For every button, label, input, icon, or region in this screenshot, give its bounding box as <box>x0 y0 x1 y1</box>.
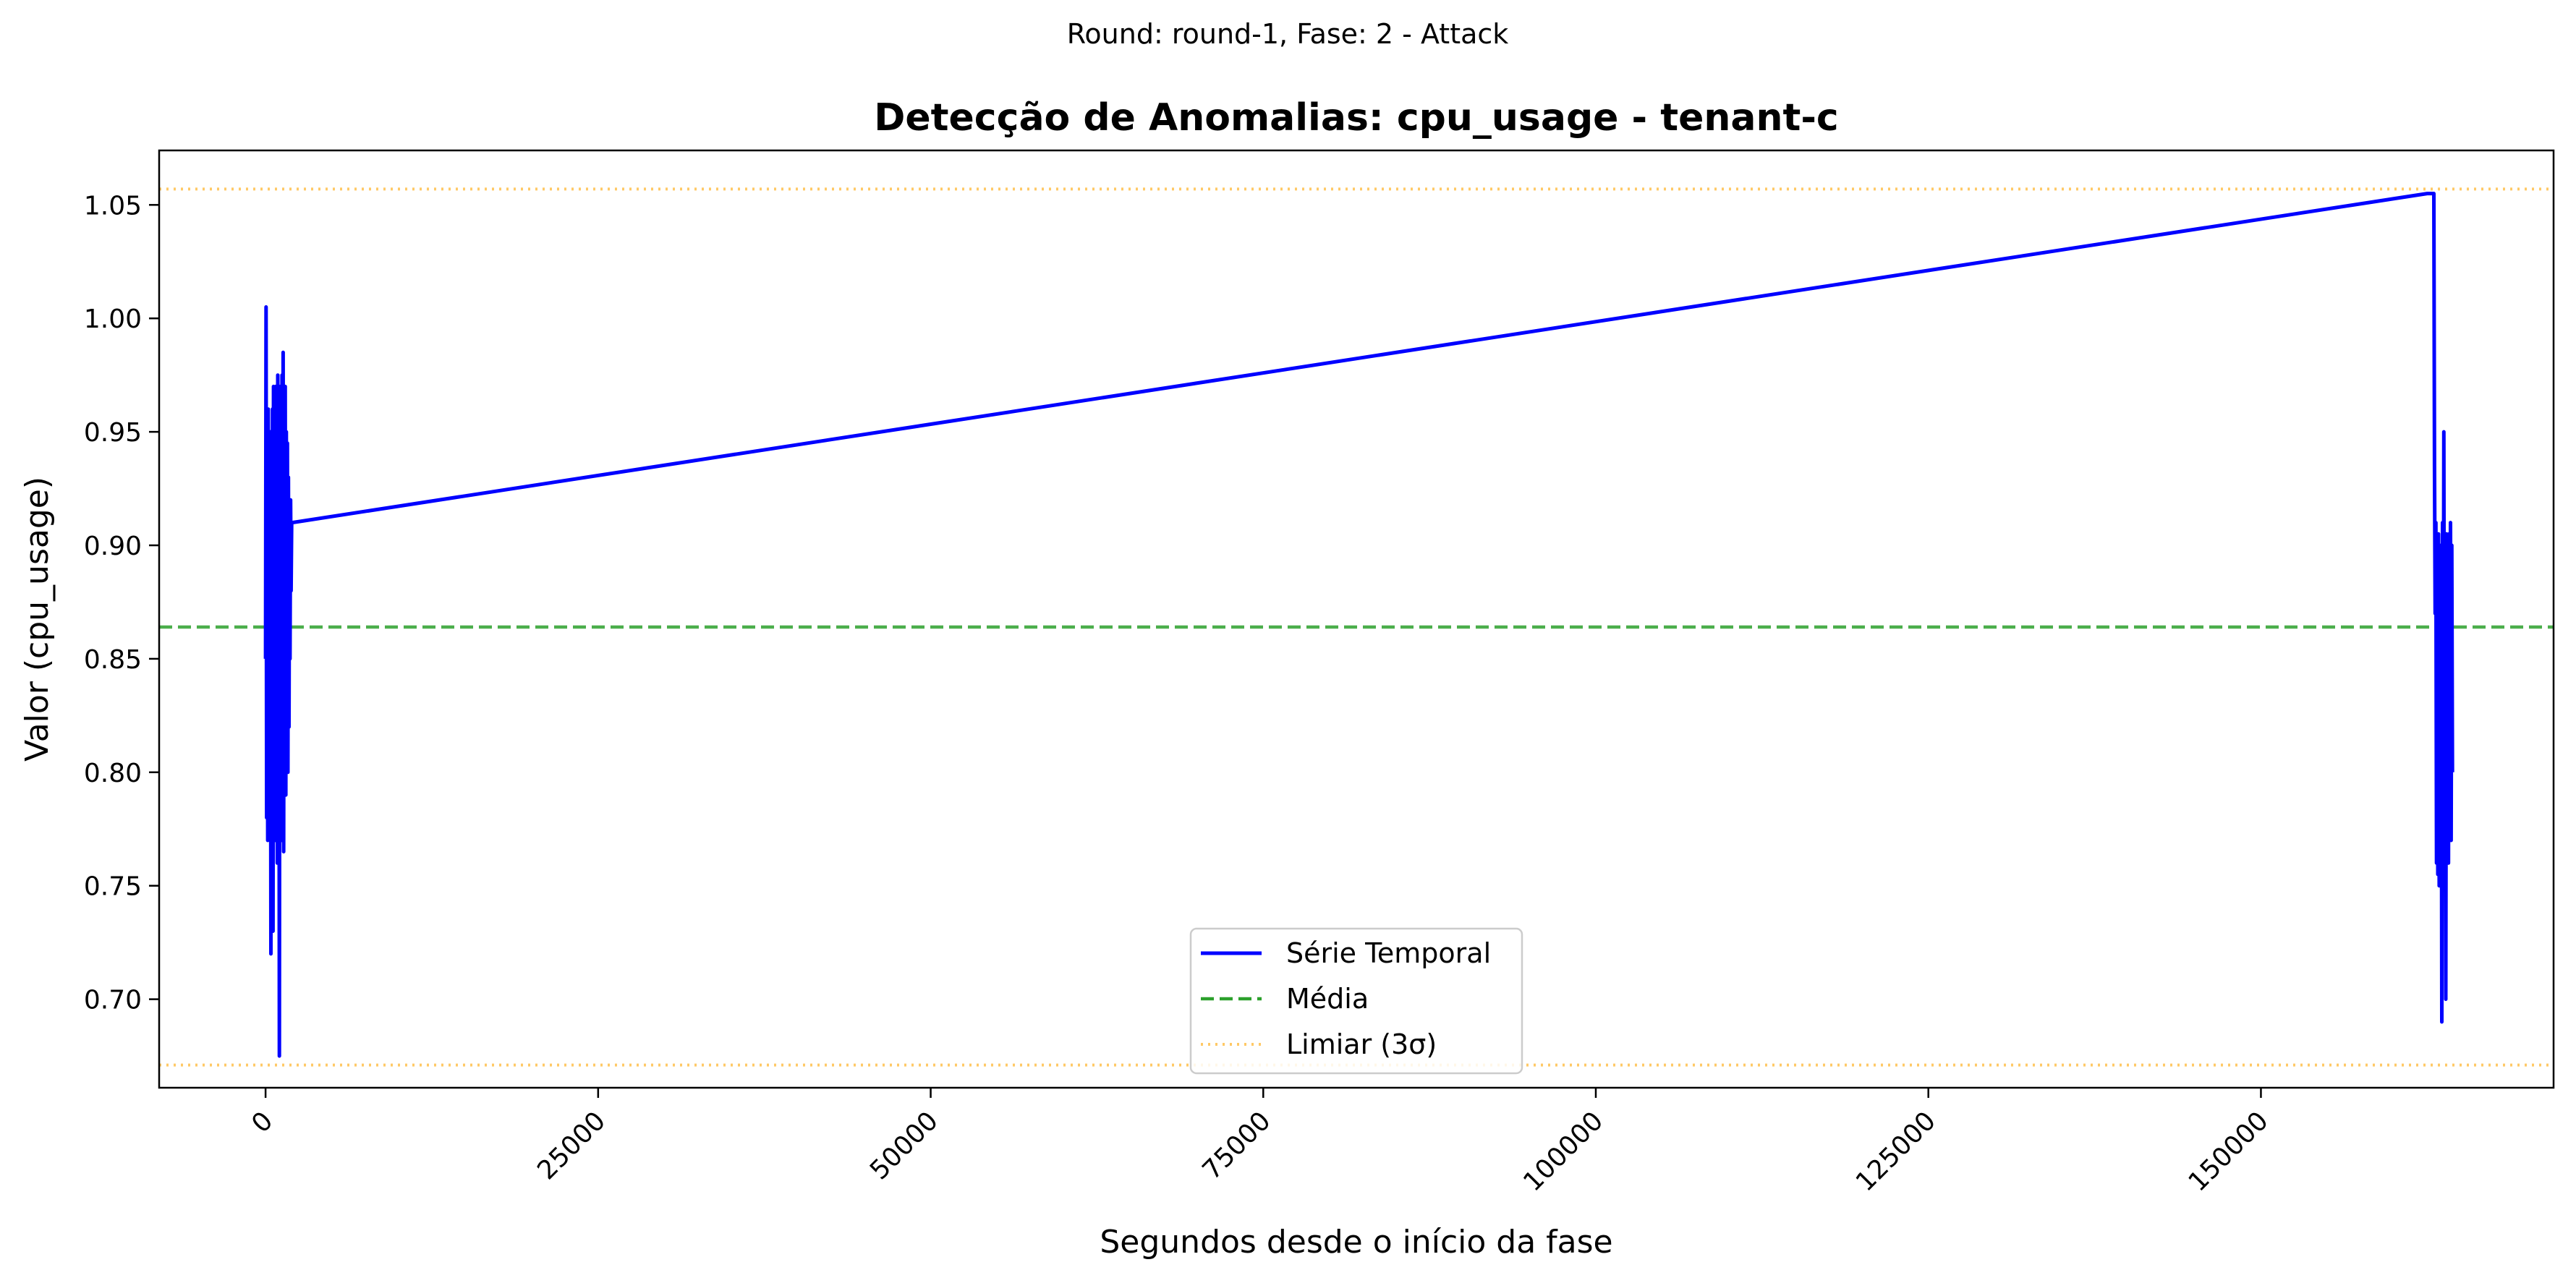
y-tick-label: 0.95 <box>84 418 142 448</box>
y-tick-label: 0.80 <box>84 759 142 788</box>
plot-area <box>159 187 2554 1067</box>
x-axis-label: Segundos desde o início da fase <box>1100 1224 1612 1261</box>
plot-frame <box>158 149 2555 1089</box>
y-tick-label: 1.00 <box>84 304 142 334</box>
y-axis-label: Valor (cpu_usage) <box>19 477 56 762</box>
y-tick-label: 0.90 <box>84 532 142 561</box>
legend-label-mean: Média <box>1286 983 1369 1015</box>
legend-label-threshold: Limiar (3σ) <box>1286 1028 1437 1060</box>
figure-suptitle: Round: round-1, Fase: 2 - Attack <box>1067 18 1509 50</box>
y-tick-label: 0.75 <box>84 872 142 902</box>
y-axis: 0.70 0.75 0.80 0.85 0.90 0.95 1.00 1.05 <box>84 191 159 1015</box>
y-tick-label: 0.85 <box>84 645 142 675</box>
y-tick-label: 1.05 <box>84 191 142 221</box>
legend: Série Temporal Média Limiar (3σ) <box>1189 927 1523 1075</box>
chart-title: Detecção de Anomalias: cpu_usage - tenan… <box>874 96 1839 140</box>
legend-box <box>1189 927 1523 1075</box>
y-tick-label: 0.70 <box>84 986 142 1015</box>
legend-label-series: Série Temporal <box>1286 937 1491 969</box>
series-line <box>263 192 2454 1058</box>
